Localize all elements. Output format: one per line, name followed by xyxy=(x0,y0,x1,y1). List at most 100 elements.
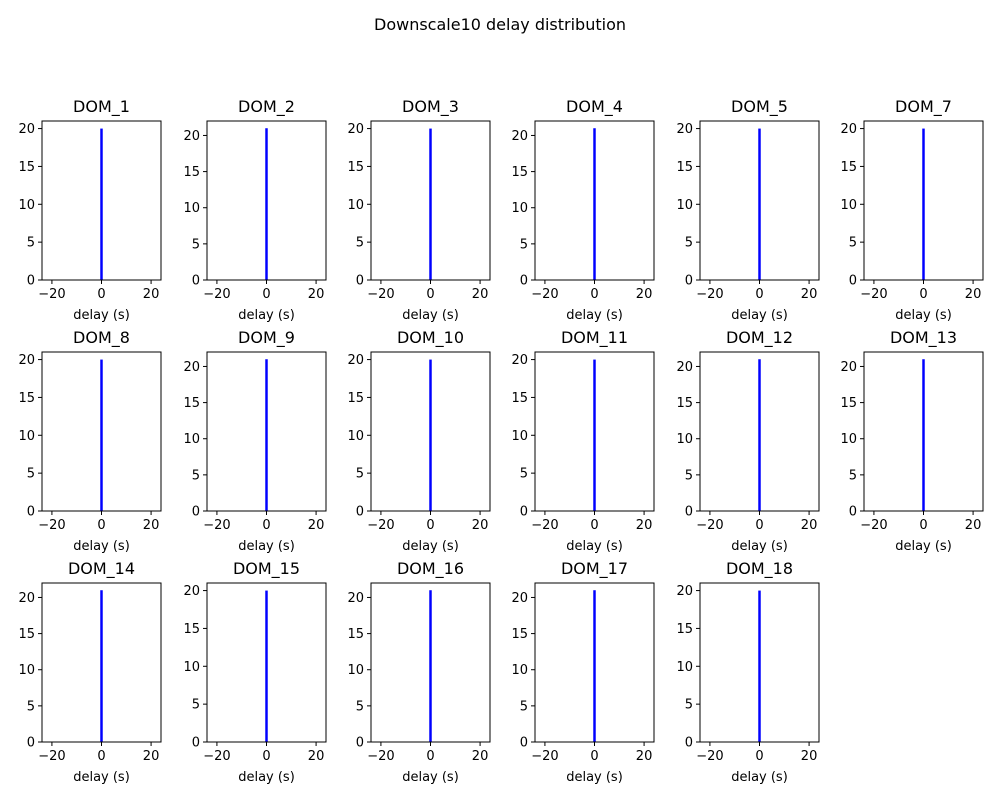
y-tick-label: 5 xyxy=(356,467,364,482)
subplot-title: DOM_13 xyxy=(890,328,957,348)
x-axis-label: delay (s) xyxy=(238,770,295,785)
x-tick-label: 0 xyxy=(755,749,763,764)
x-axis-label: delay (s) xyxy=(731,770,788,785)
x-tick-label: 0 xyxy=(919,287,927,302)
x-tick-label: 0 xyxy=(262,287,270,302)
subplot-title: DOM_15 xyxy=(233,559,300,579)
x-tick-label: 20 xyxy=(965,287,982,302)
y-tick-label: 15 xyxy=(183,396,200,411)
x-tick-label: 0 xyxy=(97,749,105,764)
x-axis-label: delay (s) xyxy=(73,308,130,323)
y-tick-label: 0 xyxy=(520,505,528,520)
y-tick-label: 20 xyxy=(511,129,528,144)
histogram-bar xyxy=(100,590,103,742)
histogram-bar xyxy=(922,359,925,511)
y-tick-label: 20 xyxy=(183,129,200,144)
y-tick-label: 20 xyxy=(347,591,364,606)
y-tick-label: 5 xyxy=(192,698,200,713)
x-tick-label: −20 xyxy=(367,749,394,764)
y-tick-label: 15 xyxy=(676,160,693,175)
x-tick-label: 20 xyxy=(308,518,325,533)
x-tick-label: 0 xyxy=(590,749,598,764)
y-tick-label: 10 xyxy=(511,429,528,444)
y-tick-label: 10 xyxy=(840,198,857,213)
y-tick-label: 0 xyxy=(685,274,693,289)
x-tick-label: −20 xyxy=(860,287,887,302)
y-tick-label: 20 xyxy=(676,584,693,599)
subplot-title: DOM_16 xyxy=(397,559,464,579)
y-tick-label: 15 xyxy=(676,396,693,411)
x-tick-label: 0 xyxy=(262,518,270,533)
y-tick-label: 5 xyxy=(685,236,693,251)
y-tick-label: 0 xyxy=(27,274,35,289)
x-tick-label: −20 xyxy=(367,518,394,533)
histogram-bar xyxy=(593,590,596,742)
x-axis-label: delay (s) xyxy=(238,308,295,323)
x-tick-label: 20 xyxy=(965,518,982,533)
y-tick-label: 20 xyxy=(347,353,364,368)
y-tick-label: 15 xyxy=(840,160,857,175)
x-tick-label: 20 xyxy=(472,749,489,764)
x-tick-label: 0 xyxy=(426,518,434,533)
y-tick-label: 0 xyxy=(685,736,693,751)
x-tick-label: 20 xyxy=(801,518,818,533)
y-tick-label: 0 xyxy=(192,505,200,520)
y-tick-label: 20 xyxy=(183,360,200,375)
y-tick-label: 5 xyxy=(27,467,35,482)
x-tick-label: 20 xyxy=(801,287,818,302)
x-tick-label: −20 xyxy=(38,749,65,764)
y-tick-label: 5 xyxy=(520,699,528,714)
histogram-bar xyxy=(100,359,103,511)
y-tick-label: 0 xyxy=(27,736,35,751)
x-tick-label: −20 xyxy=(203,749,230,764)
y-tick-label: 20 xyxy=(347,122,364,137)
y-tick-label: 5 xyxy=(356,699,364,714)
y-tick-label: 10 xyxy=(676,198,693,213)
y-tick-label: 5 xyxy=(27,236,35,251)
y-tick-label: 5 xyxy=(849,236,857,251)
x-axis-label: delay (s) xyxy=(73,539,130,554)
x-tick-label: −20 xyxy=(531,287,558,302)
x-axis-label: delay (s) xyxy=(895,308,952,323)
x-tick-label: −20 xyxy=(696,287,723,302)
histogram-bar xyxy=(429,359,432,511)
histogram-bar xyxy=(265,359,268,511)
x-tick-label: 0 xyxy=(97,518,105,533)
y-tick-label: 5 xyxy=(685,468,693,483)
subplot-title: DOM_2 xyxy=(238,97,295,117)
histogram-bar xyxy=(429,590,432,742)
subplot-title: DOM_14 xyxy=(68,559,135,579)
y-tick-label: 10 xyxy=(347,429,364,444)
subplot-title: DOM_10 xyxy=(397,328,464,348)
x-tick-label: 0 xyxy=(97,287,105,302)
x-tick-label: 0 xyxy=(426,749,434,764)
x-tick-label: 0 xyxy=(590,287,598,302)
subplot-title: DOM_4 xyxy=(566,97,623,117)
y-tick-label: 15 xyxy=(347,627,364,642)
x-tick-label: 0 xyxy=(262,749,270,764)
y-tick-label: 15 xyxy=(18,391,35,406)
y-tick-label: 10 xyxy=(511,663,528,678)
y-tick-label: 10 xyxy=(183,432,200,447)
subplot-title: DOM_11 xyxy=(561,328,628,348)
x-axis-label: delay (s) xyxy=(402,770,459,785)
x-tick-label: 0 xyxy=(755,287,763,302)
histogram-bar xyxy=(922,128,925,280)
x-tick-label: −20 xyxy=(531,749,558,764)
y-tick-label: 0 xyxy=(685,505,693,520)
subplot-title: DOM_12 xyxy=(726,328,793,348)
histogram-bar xyxy=(593,359,596,511)
y-tick-label: 15 xyxy=(676,622,693,637)
y-tick-label: 10 xyxy=(676,432,693,447)
y-tick-label: 5 xyxy=(27,699,35,714)
y-tick-label: 5 xyxy=(685,698,693,713)
y-tick-label: 0 xyxy=(27,505,35,520)
